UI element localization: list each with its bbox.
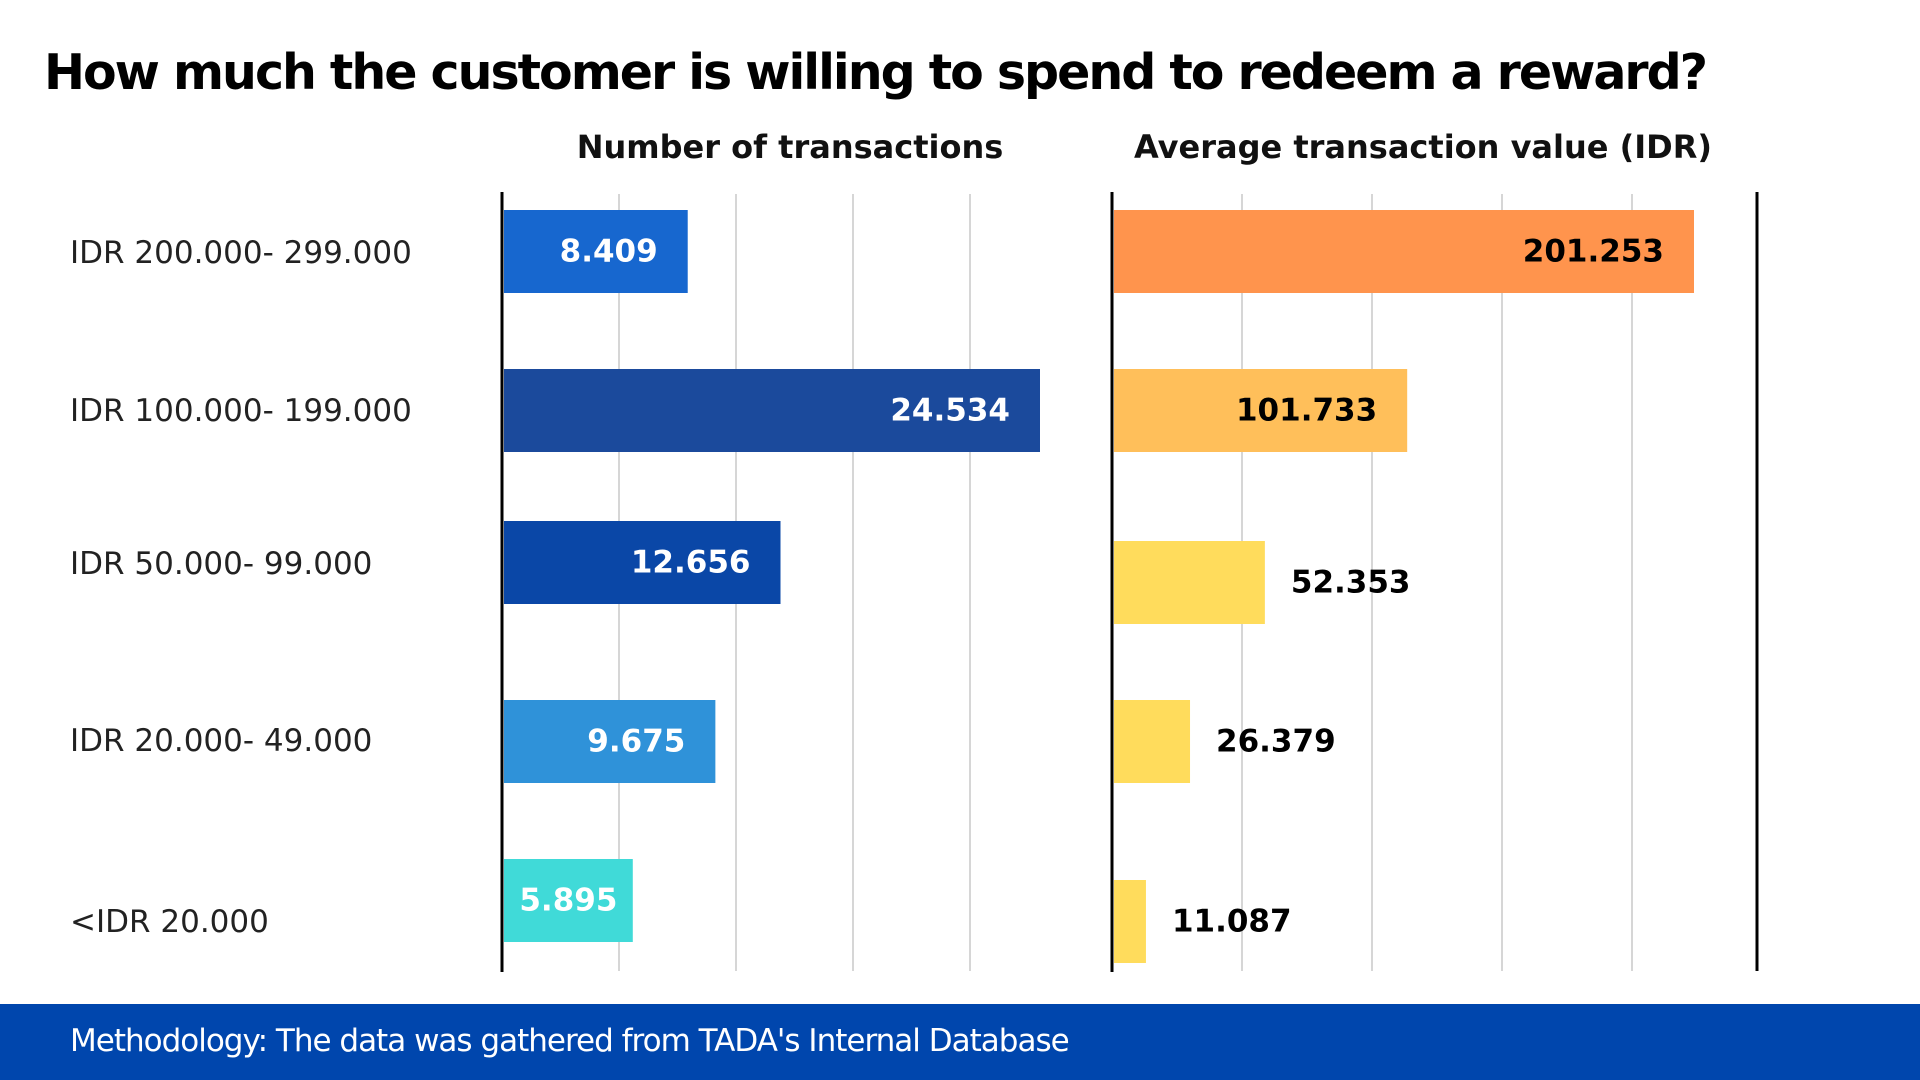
left-chart-title: Number of transactions xyxy=(576,128,1004,166)
avg-value-value-label: 52.353 xyxy=(1291,565,1411,601)
avg-value-value-label: 101.733 xyxy=(1236,393,1377,429)
avg-value-bar xyxy=(1114,210,1694,293)
transactions-value-label: 24.534 xyxy=(890,393,1010,429)
category-label-50k-99k: IDR 50.000- 99.000 xyxy=(70,546,373,582)
avg-value-bar xyxy=(1114,369,1408,452)
transactions-bar xyxy=(504,369,1040,452)
methodology-text: Methodology: The data was gathered from … xyxy=(70,1023,1070,1059)
avg-value-bar xyxy=(1114,700,1191,783)
avg-value-bar xyxy=(1114,541,1265,624)
transactions-value-label: 8.409 xyxy=(560,234,658,270)
transactions-bar xyxy=(504,700,716,783)
category-label-20k-49k: IDR 20.000- 49.000 xyxy=(70,723,373,759)
avg-value-value-label: 201.253 xyxy=(1523,234,1664,270)
category-label-under-20k: <IDR 20.000 xyxy=(70,904,269,940)
transactions-value-label: 9.675 xyxy=(587,724,685,760)
avg-value-value-label: 11.087 xyxy=(1172,904,1292,940)
right-chart-title: Average transaction value (IDR) xyxy=(1134,128,1712,166)
avg-value-value-label: 26.379 xyxy=(1216,724,1336,760)
methodology-footer: Methodology: The data was gathered from … xyxy=(0,1004,1920,1080)
transactions-bar xyxy=(504,210,688,293)
page-title: How much the customer is willing to spen… xyxy=(44,44,1708,101)
transactions-value-label: 5.895 xyxy=(519,883,617,919)
transactions-bar xyxy=(504,859,633,942)
transactions-bar xyxy=(504,521,781,604)
transactions-value-label: 12.656 xyxy=(631,545,751,581)
category-label-100k-199k: IDR 100.000- 199.000 xyxy=(70,393,412,429)
category-label-200k-299k: IDR 200.000- 299.000 xyxy=(70,235,412,271)
avg-value-bar xyxy=(1114,880,1146,963)
